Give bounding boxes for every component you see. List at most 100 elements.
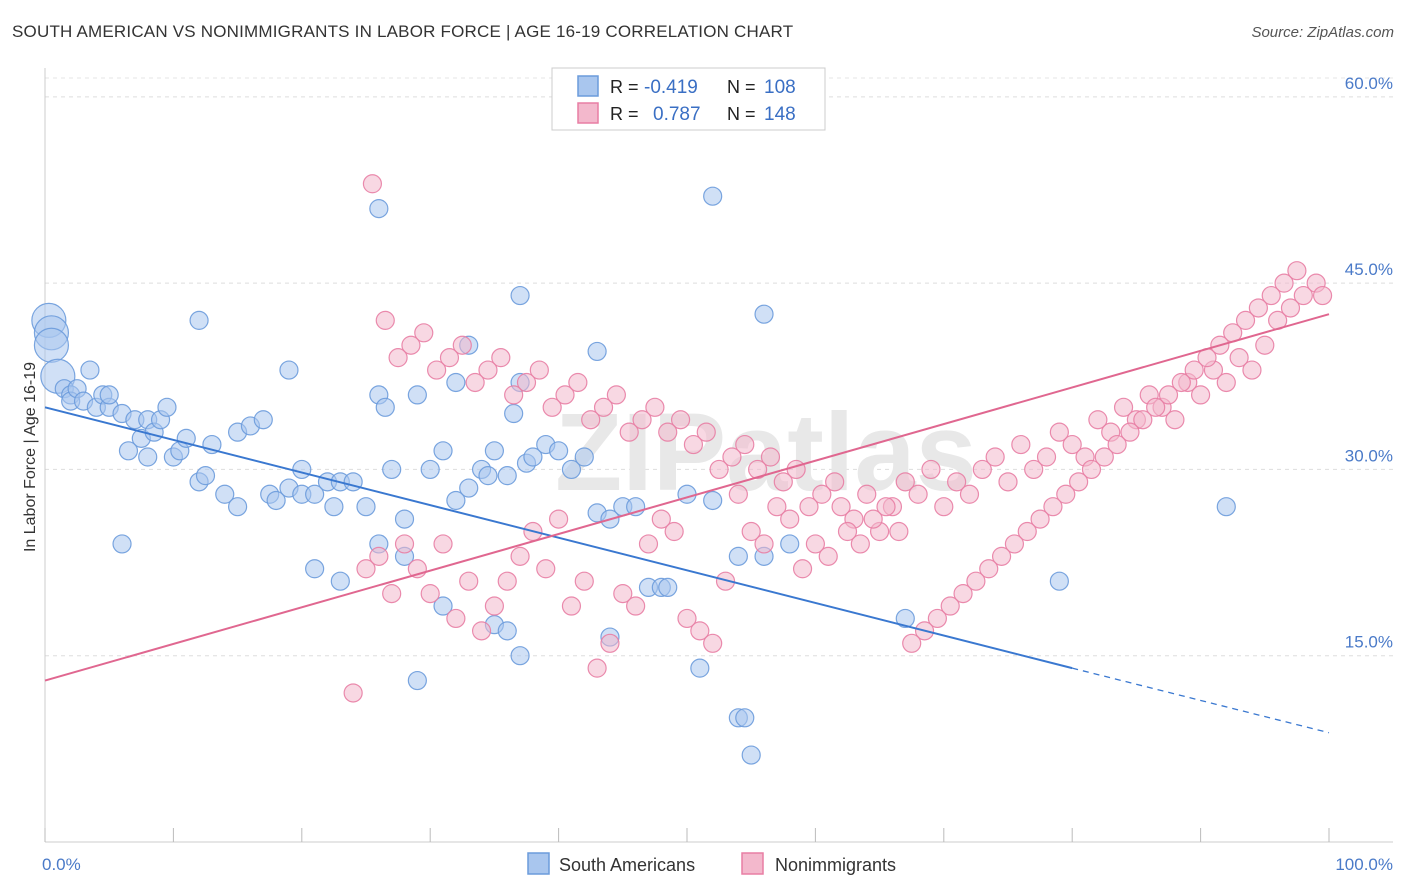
point-nonimmigrants — [471, 621, 492, 641]
point-nonimmigrants — [670, 410, 691, 430]
point-south-americans — [1049, 571, 1069, 591]
point-south-americans — [266, 490, 286, 511]
chart-title: SOUTH AMERICAN VS NONIMMIGRANTS IN LABOR… — [12, 22, 794, 41]
point-nonimmigrants — [683, 434, 704, 455]
point-south-americans — [382, 459, 402, 480]
point-nonimmigrants — [613, 584, 633, 604]
point-nonimmigrants — [715, 571, 736, 591]
point-nonimmigrants — [831, 497, 851, 517]
point-nonimmigrants — [703, 633, 723, 653]
point-nonimmigrants — [529, 360, 549, 380]
point-nonimmigrants — [979, 559, 999, 579]
point-south-americans — [895, 608, 915, 629]
point-nonimmigrants — [491, 348, 511, 368]
legend-n-label-2: N = — [727, 104, 756, 124]
point-south-americans — [433, 596, 453, 616]
point-nonimmigrants — [561, 596, 582, 616]
point-nonimmigrants — [542, 397, 562, 417]
point-south-americans — [690, 658, 710, 678]
point-south-americans — [433, 441, 453, 461]
point-nonimmigrants — [1133, 410, 1153, 430]
point-south-americans — [497, 466, 517, 486]
point-nonimmigrants — [427, 360, 447, 380]
y-tick-label: 15.0% — [1345, 633, 1393, 652]
point-south-americans — [330, 571, 350, 591]
legend-r-value-2: 0.787 — [653, 104, 701, 125]
point-nonimmigrants — [1165, 410, 1185, 430]
point-nonimmigrants — [497, 571, 517, 591]
point-nonimmigrants — [927, 608, 947, 629]
point-nonimmigrants — [767, 497, 787, 517]
point-nonimmigrants — [1242, 360, 1262, 380]
point-south-americans — [497, 621, 517, 641]
point-nonimmigrants — [1255, 335, 1275, 355]
point-nonimmigrants — [1113, 397, 1134, 417]
point-nonimmigrants — [446, 608, 466, 629]
point-nonimmigrants — [895, 472, 915, 492]
point-nonimmigrants — [638, 534, 659, 554]
point-nonimmigrants — [375, 310, 395, 330]
data-points — [31, 174, 1333, 765]
point-nonimmigrants — [504, 385, 524, 405]
point-nonimmigrants — [728, 484, 748, 504]
point-south-americans — [510, 646, 530, 666]
point-nonimmigrants — [510, 546, 530, 566]
point-nonimmigrants — [940, 596, 960, 616]
point-nonimmigrants — [735, 434, 755, 455]
point-nonimmigrants — [414, 323, 434, 343]
bottom-legend-swatch-nonimmigrants — [741, 852, 764, 875]
point-nonimmigrants — [825, 472, 845, 492]
trend-line-nonimmigrants — [44, 313, 1330, 682]
point-nonimmigrants — [433, 534, 453, 554]
trend-line-south-americans — [44, 406, 1073, 670]
point-south-americans — [754, 304, 774, 324]
y-tick-label: 45.0% — [1345, 260, 1393, 279]
point-nonimmigrants — [664, 521, 684, 542]
bottom-legend-swatch-south-americans — [527, 852, 550, 875]
point-south-americans — [195, 466, 216, 486]
point-nonimmigrants — [902, 633, 922, 653]
point-nonimmigrants — [439, 348, 460, 368]
point-south-americans — [189, 310, 209, 330]
point-nonimmigrants — [343, 683, 363, 703]
point-nonimmigrants — [1287, 261, 1307, 281]
point-nonimmigrants — [619, 422, 639, 442]
point-nonimmigrants — [555, 385, 575, 405]
point-south-americans — [561, 459, 582, 480]
point-nonimmigrants — [388, 348, 408, 368]
x-tick-label-min: 0.0% — [42, 855, 81, 874]
point-south-americans — [279, 360, 299, 380]
point-nonimmigrants — [773, 472, 793, 492]
legend-r-value-1: -0.419 — [644, 77, 698, 98]
point-south-americans — [478, 466, 498, 486]
point-nonimmigrants — [1190, 385, 1211, 405]
point-nonimmigrants — [754, 534, 774, 554]
point-south-americans — [677, 484, 697, 504]
point-nonimmigrants — [1248, 298, 1268, 318]
point-south-americans — [459, 478, 479, 498]
point-south-americans — [305, 484, 325, 504]
point-south-americans — [228, 497, 248, 517]
point-south-americans — [446, 372, 466, 393]
point-south-americans — [33, 327, 70, 363]
point-nonimmigrants — [748, 459, 768, 480]
bottom-legend-label-nonimmigrants: Nonimmigrants — [775, 855, 896, 875]
legend-swatch-nonimmigrants — [577, 102, 599, 124]
point-nonimmigrants — [792, 559, 813, 579]
point-south-americans — [741, 745, 761, 765]
point-south-americans — [1216, 497, 1236, 517]
legend-r-label-1: R = — [610, 77, 639, 97]
point-nonimmigrants — [1062, 434, 1082, 455]
point-nonimmigrants — [799, 497, 819, 517]
point-nonimmigrants — [709, 459, 729, 480]
point-nonimmigrants — [1011, 434, 1031, 455]
point-nonimmigrants — [934, 497, 954, 517]
point-nonimmigrants — [805, 534, 826, 554]
point-nonimmigrants — [600, 633, 620, 653]
point-nonimmigrants — [1146, 397, 1166, 417]
legend-n-value-2: 148 — [764, 104, 796, 125]
point-south-americans — [99, 385, 119, 405]
point-nonimmigrants — [581, 410, 601, 430]
trend-line-south-americans-extrapolated — [1072, 667, 1330, 734]
